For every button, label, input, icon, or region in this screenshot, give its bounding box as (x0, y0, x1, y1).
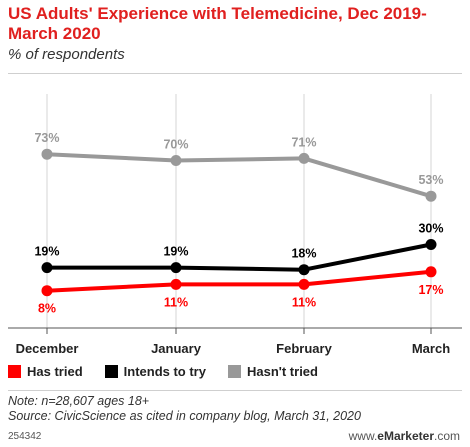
brand-logo: www.eMarketer.com (348, 429, 460, 443)
data-label-has-tried: 17% (418, 283, 443, 297)
legend-swatch (227, 365, 241, 378)
chart-source: Source: CivicScience as cited in company… (8, 409, 361, 423)
data-label-has-tried: 11% (164, 295, 188, 309)
chart-note: Note: n=28,607 ages 18+ (8, 394, 150, 408)
series-line-hasn-t-tried (46, 152, 432, 199)
legend-label: Has tried (27, 364, 83, 379)
data-point-has-tried (425, 266, 437, 278)
data-label-has-tried: 11% (292, 295, 316, 309)
legend-swatch (104, 365, 118, 378)
x-tick-label-december: December (16, 341, 79, 356)
legend-item-intends-to-try: Intends to try (104, 364, 206, 379)
data-label-hasn-t-tried: 73% (34, 131, 59, 145)
data-label-intends-to-try: 19% (163, 245, 188, 259)
data-point-hasn-t-tried (298, 152, 310, 164)
bottom-divider (8, 390, 462, 391)
top-divider (8, 73, 462, 74)
data-label-hasn-t-tried: 70% (163, 138, 188, 152)
data-label-intends-to-try: 19% (34, 245, 59, 259)
x-tick-label-march: March (412, 341, 450, 356)
data-point-hasn-t-tried (425, 190, 437, 202)
series-line-intends-to-try (47, 242, 432, 272)
data-point-has-tried (170, 278, 182, 290)
legend-item-hasn-t-tried: Hasn't tried (227, 364, 318, 379)
series-line-has-tried (46, 269, 432, 293)
data-label-has-tried: 8% (38, 302, 56, 316)
data-point-hasn-t-tried (170, 155, 182, 166)
data-label-hasn-t-tried: 71% (291, 135, 316, 149)
legend: Has tried Intends to try Hasn't tried (8, 364, 318, 379)
data-label-intends-to-try: 30% (418, 222, 443, 236)
data-point-intends-to-try (41, 262, 53, 274)
chart-id: 254342 (8, 431, 42, 442)
data-label-intends-to-try: 18% (291, 247, 316, 261)
chart-subtitle: % of respondents (8, 46, 125, 63)
line-chart: December January February March 8% 11% 11% 17% 1… (8, 94, 462, 356)
x-tick-label-january: January (151, 341, 202, 356)
data-label-hasn-t-tried: 53% (418, 173, 443, 187)
legend-swatch (8, 365, 21, 378)
legend-label: Intends to try (123, 364, 206, 379)
x-tick-label-february: February (276, 341, 332, 356)
data-point-hasn-t-tried (41, 148, 53, 160)
data-point-intends-to-try (170, 262, 182, 274)
chart-title: US Adults' Experience with Telemedicine,… (8, 4, 427, 43)
legend-item-has-tried: Has tried (8, 364, 83, 379)
legend-label: Hasn't tried (246, 364, 318, 379)
data-point-intends-to-try (425, 239, 437, 250)
data-point-intends-to-try (298, 264, 310, 276)
data-point-has-tried (298, 278, 310, 290)
data-point-has-tried (41, 285, 53, 297)
